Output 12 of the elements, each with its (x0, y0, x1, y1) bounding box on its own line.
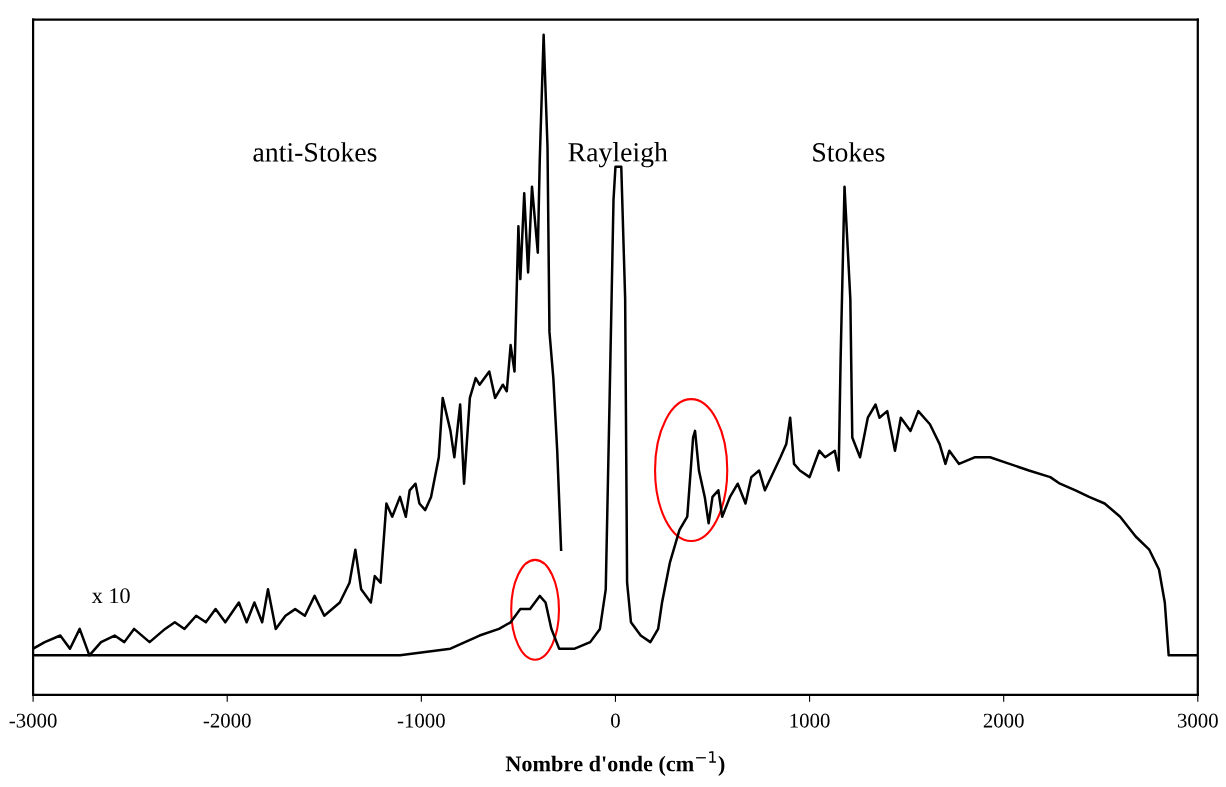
annotation: x 10 (91, 588, 130, 604)
x-axis-title: Nombre d'onde (cm$^{−1}$) (505, 751, 725, 776)
x-tick-label: -3000 (9, 713, 57, 728)
x-tick-label: 2000 (983, 713, 1024, 728)
annotation: Rayleigh (568, 142, 668, 168)
annotation: Stokes (813, 142, 885, 162)
x-tick-label: -1000 (397, 713, 445, 728)
x-tick-label: 1000 (790, 713, 830, 728)
annotation: anti-Stokes (253, 142, 377, 162)
x-tick-label: 0 (611, 713, 620, 728)
x-tick-label: 3000 (1177, 713, 1218, 728)
x-tick-label: -2000 (203, 713, 251, 728)
